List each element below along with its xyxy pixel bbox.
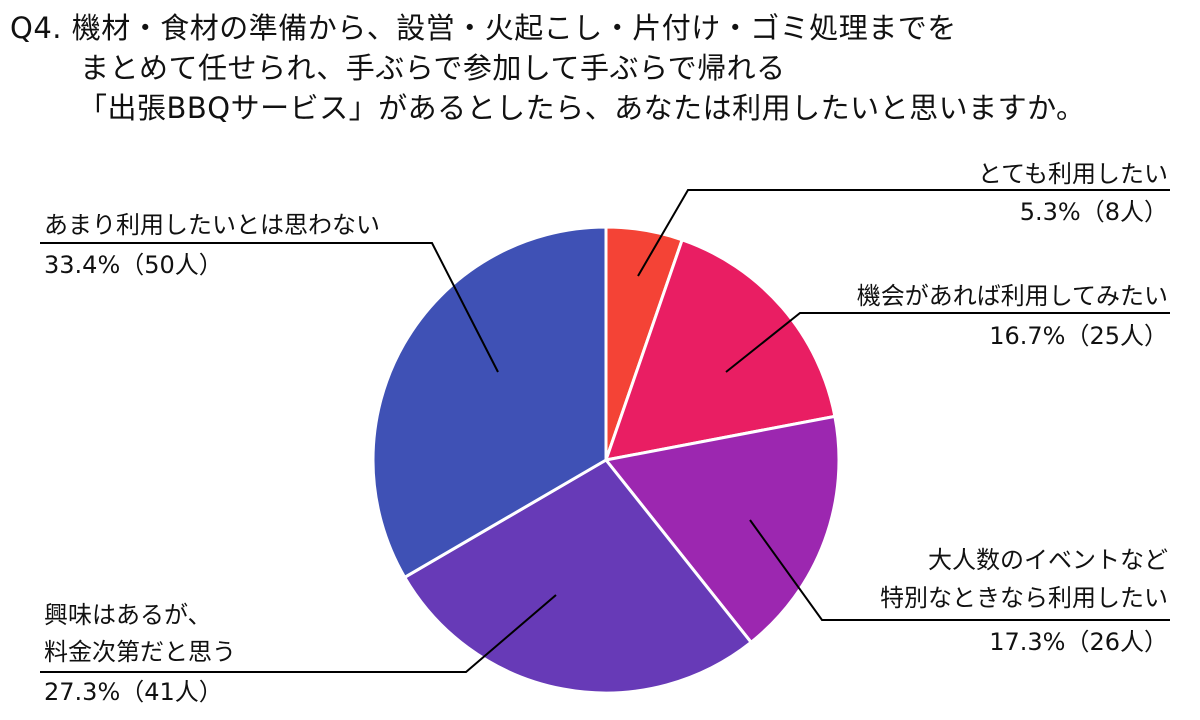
leader-line-s4: [40, 594, 557, 673]
label-s1-name: とても利用したい: [977, 160, 1168, 188]
leader-lines: [40, 189, 1170, 673]
label-s4-name-1: 興味はあるが、: [44, 601, 212, 629]
pie-slice-4: [402, 458, 754, 695]
pie-slice-5: [371, 225, 608, 580]
chart-title: Q4. 機材・食材の準備から、設営・火起こし・片付け・ゴミ処理までを まとめて任…: [10, 8, 1086, 128]
label-s4-value: 27.3%（41人）: [44, 678, 223, 706]
label-s3-value: 17.3%（26人）: [989, 628, 1168, 656]
leader-line-s1: [637, 189, 1170, 277]
title-line-1: Q4. 機材・食材の準備から、設営・火起こし・片付け・ゴミ処理までを: [10, 11, 957, 45]
label-s3-name-1: 大人数のイベントなど: [928, 546, 1168, 574]
label-s5-value: 33.4%（50人）: [44, 251, 223, 279]
label-s5-name: あまり利用したいとは思わない: [44, 211, 380, 239]
label-s3-name-2: 特別なときなら利用したい: [880, 584, 1168, 612]
label-s1-value: 5.3%（8人）: [1019, 198, 1168, 226]
label-s2-name: 機会があれば利用してみたい: [856, 282, 1168, 310]
leader-line-s5: [40, 242, 499, 373]
label-s2-value: 16.7%（25人）: [989, 322, 1168, 350]
title-line-2: まとめて任せられ、手ぶらで参加して手ぶらで帰れる: [80, 51, 786, 85]
leader-line-s2: [725, 312, 1170, 373]
leader-line-s3: [749, 519, 1170, 621]
pie-slice-3: [603, 414, 841, 645]
pie-slice-2: [603, 237, 837, 462]
label-s4-name-2: 料金次第だと思う: [44, 638, 236, 666]
title-line-3: 「出張BBQサービス」があるとしたら、あなたは利用したいと思いますか。: [78, 91, 1086, 125]
pie-slices: [371, 225, 841, 695]
